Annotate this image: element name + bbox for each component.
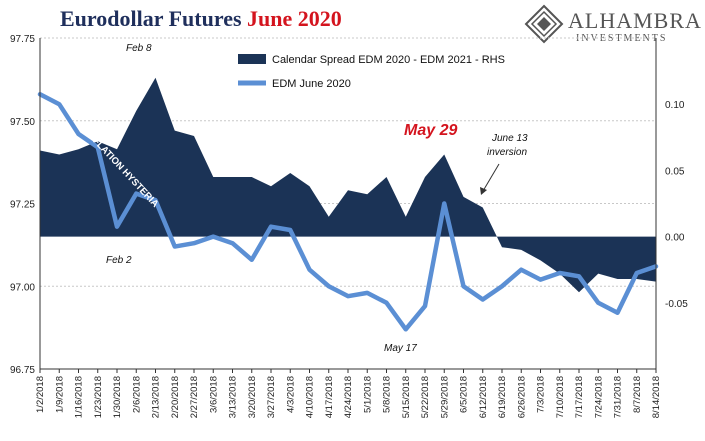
x-tick-label: 6/12/2018 [478,376,489,418]
x-tick-label: 5/29/2018 [439,376,450,418]
right-tick-label: 0.00 [665,233,685,244]
x-tick-label: 4/17/2018 [324,376,335,418]
annotation-may29: May 29 [404,122,457,139]
right-tick-label: 0.05 [665,166,685,177]
legend-label-spread: Calendar Spread EDM 2020 - EDM 2021 - RH… [272,54,505,66]
x-tick-label: 5/8/2018 [382,376,393,413]
x-tick-label: 8/14/2018 [651,376,662,418]
x-tick-label: 2/6/2018 [131,376,142,413]
x-tick-label: 7/17/2018 [574,376,585,418]
x-tick-label: 2/27/2018 [189,376,200,418]
x-tick-label: 4/3/2018 [285,376,296,413]
left-tick-label: 96.75 [10,365,35,376]
left-tick-label: 97.50 [10,117,35,128]
x-tick-label: 6/26/2018 [516,376,527,418]
annotation-june13-arrow [482,163,500,192]
legend: Calendar Spread EDM 2020 - EDM 2021 - RH… [238,54,505,90]
x-tick-label: 7/10/2018 [555,376,566,418]
x-tick-label: 1/2/2018 [35,376,46,413]
x-tick-label: 3/13/2018 [228,376,239,418]
x-tick-label: 8/7/2018 [632,376,643,413]
left-tick-label: 97.25 [10,200,35,211]
annotation-june13-line1: June 13 [491,133,528,144]
x-tick-label: 6/19/2018 [497,376,508,418]
annotation-feb2: Feb 2 [106,255,132,266]
chart-title-contract: June 2020 [247,6,342,31]
x-tick-label: 1/30/2018 [112,376,123,418]
x-tick-label: 1/9/2018 [54,376,65,413]
x-tick-label: 7/24/2018 [593,376,604,418]
x-tick-label: 6/5/2018 [459,376,470,413]
spread-area-series [40,77,656,293]
x-tick-label: 1/23/2018 [93,376,104,418]
legend-label-edm: EDM June 2020 [272,78,351,90]
edm-line-series [37,92,659,332]
x-tick-label: 3/6/2018 [208,376,219,413]
annotation-feb8: Feb 8 [126,43,152,54]
x-tick-label: 2/13/2018 [151,376,162,418]
x-tick-label: 4/24/2018 [343,376,354,418]
x-tick-label: 3/27/2018 [266,376,277,418]
annotation-june13-line2: inversion [487,147,527,158]
annotation-may17: May 17 [384,343,417,354]
annotation-june13-arrowhead [480,187,487,195]
spread-area [40,77,656,293]
right-tick-label: -0.05 [665,299,688,310]
right-tick-label: 0.10 [665,100,685,111]
legend-swatch-spread [238,54,266,64]
x-tick-label: 1/16/2018 [74,376,85,418]
x-tick-label: 7/3/2018 [536,376,547,413]
diamond-logo-icon [524,4,564,44]
edm-line [37,92,659,332]
x-tick-label: 3/20/2018 [247,376,258,418]
axes: 97.75 97.50 97.25 97.00 96.75 0.10 0.05 0.00 -0.… [10,34,688,418]
logo-name: ALHAMBRA [568,8,702,33]
chart-title: Eurodollar Futures June 2020 [60,6,342,32]
x-tick-label: 5/1/2018 [362,376,373,413]
x-tick-label: 2/20/2018 [170,376,181,418]
x-tick-label: 4/10/2018 [305,376,316,418]
x-tick-label: 5/15/2018 [401,376,412,418]
left-tick-label: 97.00 [10,282,35,293]
x-tick-label: 5/22/2018 [420,376,431,418]
left-tick-label: 97.75 [10,34,35,45]
chart-title-main: Eurodollar Futures [60,6,248,31]
x-tick-label: 7/31/2018 [613,376,624,418]
